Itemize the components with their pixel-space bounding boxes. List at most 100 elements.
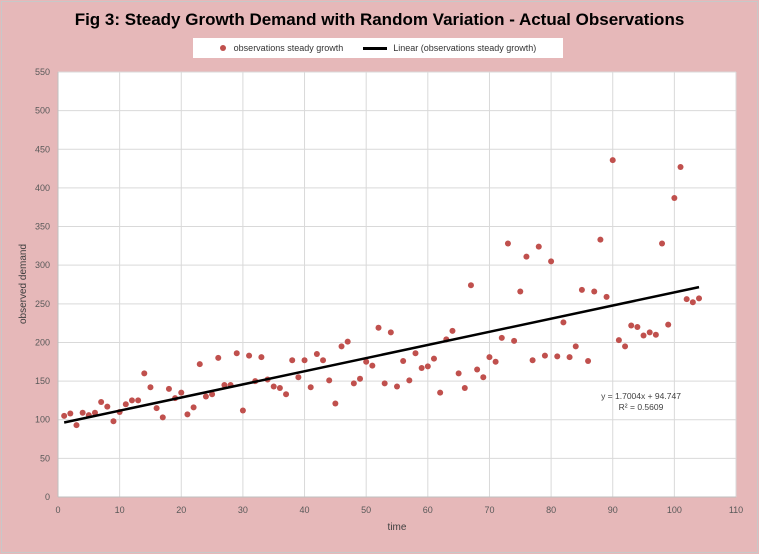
data-point: [184, 411, 191, 418]
x-tick-label: 90: [608, 505, 618, 515]
trendline: [63, 285, 700, 424]
x-tick-label: 100: [667, 505, 682, 515]
data-point: [474, 366, 481, 373]
data-point: [449, 327, 456, 334]
data-point: [566, 354, 573, 361]
data-point: [276, 385, 283, 392]
data-point: [628, 322, 635, 329]
axes: [57, 72, 736, 498]
data-point: [153, 405, 160, 412]
data-point: [578, 286, 585, 293]
data-point: [523, 253, 530, 260]
data-point: [424, 363, 431, 370]
data-point: [381, 380, 388, 387]
data-point: [387, 329, 394, 336]
data-point: [634, 324, 641, 330]
data-point: [350, 380, 357, 387]
x-tick-label: 60: [423, 505, 433, 515]
data-point: [196, 361, 203, 368]
data-point: [504, 240, 511, 247]
data-point: [394, 383, 400, 390]
tick-labels: 0 50 100 150 200 250 300 350 400 450 500 550 0 10 20 30…: [35, 67, 743, 515]
data-point: [147, 384, 154, 391]
data-point: [400, 358, 407, 364]
data-point: [455, 370, 462, 377]
data-point: [406, 377, 413, 384]
y-tick-label: 500: [35, 106, 50, 116]
data-point: [640, 332, 647, 339]
legend-label-observations: observations steady growth: [233, 43, 344, 53]
data-point: [535, 243, 542, 250]
y-tick-label: 250: [35, 299, 50, 309]
x-tick-label: 40: [300, 505, 310, 515]
y-tick-label: 100: [35, 415, 50, 425]
y-tick-label: 550: [35, 67, 50, 77]
data-point: [307, 384, 314, 391]
y-tick-label: 200: [35, 337, 50, 347]
x-tick-label: 80: [546, 505, 556, 515]
x-tick-label: 110: [729, 505, 743, 515]
data-point: [178, 389, 185, 396]
y-tick-label: 400: [35, 183, 50, 193]
data-point: [480, 374, 487, 381]
data-point: [239, 407, 246, 414]
data-point: [344, 338, 351, 345]
data-point: [529, 357, 536, 364]
data-point: [486, 354, 493, 361]
data-point: [511, 337, 518, 344]
data-point: [313, 351, 320, 358]
data-point: [363, 358, 370, 365]
data-point: [597, 236, 604, 243]
legend-label-trendline: Linear (observations steady growth): [393, 43, 537, 53]
data-point: [622, 343, 629, 350]
data-point: [73, 422, 80, 429]
data-point: [369, 362, 376, 369]
data-point: [332, 400, 339, 407]
legend: observations steady growth Linear (obser…: [193, 38, 563, 58]
data-point: [165, 385, 172, 392]
data-point: [110, 418, 117, 425]
data-point: [659, 240, 666, 247]
y-tick-label: 150: [35, 376, 50, 386]
data-point: [652, 331, 659, 338]
data-point: [289, 357, 296, 364]
trendline-group: [63, 285, 700, 424]
y-tick-label: 350: [35, 222, 50, 232]
trend-equation: y = 1.7004x + 94.747: [601, 391, 681, 401]
data-point: [141, 370, 148, 377]
data-point: [541, 352, 548, 359]
data-point: [646, 329, 653, 336]
x-tick-label: 0: [55, 505, 60, 515]
data-point: [603, 293, 610, 300]
x-tick-label: 50: [361, 505, 371, 515]
data-point: [215, 354, 222, 361]
data-point: [412, 350, 419, 357]
data-point: [430, 355, 437, 362]
data-point: [301, 357, 308, 364]
chart-title: Fig 3: Steady Growth Demand with Random …: [74, 10, 685, 29]
data-point: [209, 391, 216, 398]
data-point: [437, 389, 444, 396]
trend-r-squared: R² = 0.5609: [619, 402, 664, 412]
x-tick-label: 10: [115, 505, 125, 515]
data-point: [461, 385, 468, 392]
data-point: [492, 358, 499, 365]
data-point: [258, 354, 265, 361]
data-point: [696, 295, 703, 302]
data-point: [677, 164, 684, 171]
data-point: [98, 398, 105, 405]
data-point: [609, 157, 616, 164]
data-point: [91, 409, 98, 416]
data-point: [591, 288, 598, 295]
legend-marker-line-icon: [363, 46, 388, 50]
legend-item-observations: observations steady growth: [219, 43, 344, 53]
data-point: [326, 377, 333, 384]
data-point: [683, 296, 690, 303]
data-point: [375, 324, 382, 331]
data-point: [283, 391, 290, 398]
legend-marker-dot-icon: [219, 45, 226, 51]
y-axis-label: observed demand: [18, 244, 29, 324]
data-point: [498, 334, 505, 341]
data-point: [122, 401, 129, 408]
